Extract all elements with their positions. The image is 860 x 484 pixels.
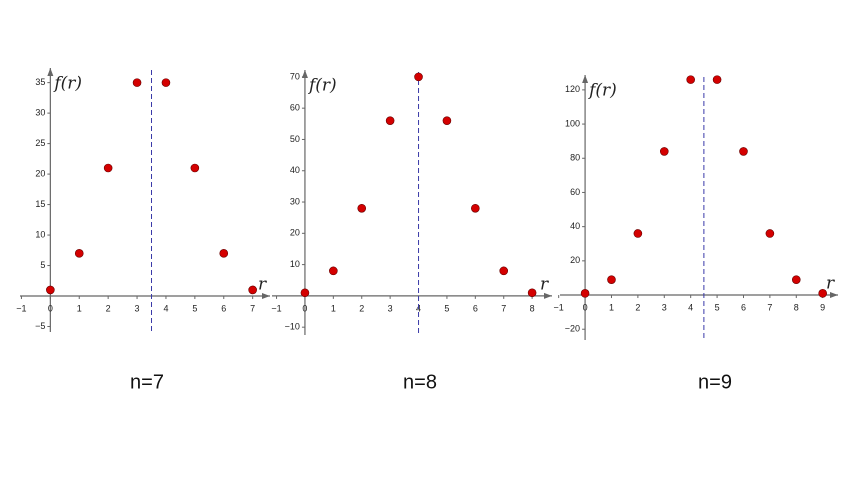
x-arrow [830,292,838,299]
point [686,75,695,84]
x-tick-label: 9 [820,302,825,312]
x-tick-label: −1 [271,303,281,313]
x-tick-label: 6 [473,303,478,313]
x-tick-label: 1 [77,303,82,313]
point [329,266,338,276]
y-tick-label: 30 [290,196,300,206]
x-arrow [262,293,270,300]
point [471,203,480,213]
x-tick-label: 4 [688,302,693,312]
point [132,78,142,87]
y-tick-label: −10 [285,322,300,332]
y-tick-label: 20 [570,255,580,265]
y-tick-label: −5 [35,321,45,331]
y-tick-label: 100 [565,118,580,128]
point [739,147,748,156]
y-tick-label: 10 [290,259,300,269]
y-tick-label: 20 [35,168,45,178]
x-tick-label: 6 [741,302,746,312]
x-tick-label: 1 [331,303,336,313]
chart-title: n=9 [698,371,732,393]
x-axis-label: r [540,274,549,294]
x-tick-label: 3 [388,303,393,313]
point [74,249,84,258]
x-tick-label: 0 [583,302,588,312]
point [607,275,616,284]
x-tick-label: 4 [163,303,168,313]
x-tick-label: 7 [767,302,772,312]
y-tick-label: 60 [290,103,300,113]
x-axis-label: r [826,274,835,294]
point [499,266,509,276]
y-tick-label: 35 [35,77,45,87]
point [357,203,367,213]
point [385,116,395,125]
point [190,163,200,173]
point [414,72,423,82]
point [791,275,801,284]
point [659,147,669,156]
y-tick-label: 5 [40,260,45,270]
y-tick-label: 15 [35,199,45,209]
y-tick-label: 40 [570,221,580,231]
point [712,75,722,84]
x-tick-label: 0 [48,303,53,313]
x-tick-label: 0 [302,303,307,313]
point [818,289,827,298]
x-axis-label: r [258,275,267,295]
y-tick-label: 80 [570,153,580,163]
point [300,288,310,298]
y-tick-label: 60 [570,187,580,197]
point [103,163,113,173]
x-tick-label: 2 [106,303,111,313]
y-tick-label: 50 [290,134,300,144]
point [442,116,452,125]
y-tick-label: 70 [290,71,300,81]
point [219,249,229,258]
point [633,229,643,238]
y-tick-label: −20 [565,324,580,334]
y-axis-label: f(r) [587,81,617,101]
y-arrow [582,75,589,83]
x-tick-label: 8 [794,302,799,312]
y-tick-label: 25 [35,138,45,148]
x-tick-label: 3 [135,303,140,313]
y-tick-label: 40 [290,165,300,175]
point [527,288,537,298]
x-tick-label: 5 [715,302,720,312]
x-tick-label: −1 [554,302,564,312]
x-tick-label: 2 [359,303,364,313]
x-tick-label: 6 [221,303,226,313]
x-tick-label: 8 [530,303,535,313]
point [46,285,55,295]
y-arrow [47,68,54,76]
x-tick-label: 2 [635,302,640,312]
point [765,229,775,238]
y-tick-label: 10 [35,229,45,239]
x-tick-label: 7 [501,303,506,313]
chart-title: n=8 [403,371,437,393]
x-arrow [544,292,552,299]
y-axis-label: f(r) [52,74,82,94]
x-tick-label: 7 [250,303,255,313]
y-tick-label: 30 [35,107,45,117]
y-tick-label: 20 [290,228,300,238]
y-arrow [301,70,308,78]
x-tick-label: 3 [662,302,667,312]
chart-title: n=7 [130,371,164,393]
y-axis-label: f(r) [307,76,337,96]
y-tick-label: 120 [565,84,580,94]
x-tick-label: 1 [609,302,614,312]
point [248,285,257,295]
point [580,289,590,298]
x-tick-label: −1 [16,303,26,313]
point [161,78,171,87]
x-tick-label: 5 [192,303,197,313]
x-tick-label: 5 [444,303,449,313]
